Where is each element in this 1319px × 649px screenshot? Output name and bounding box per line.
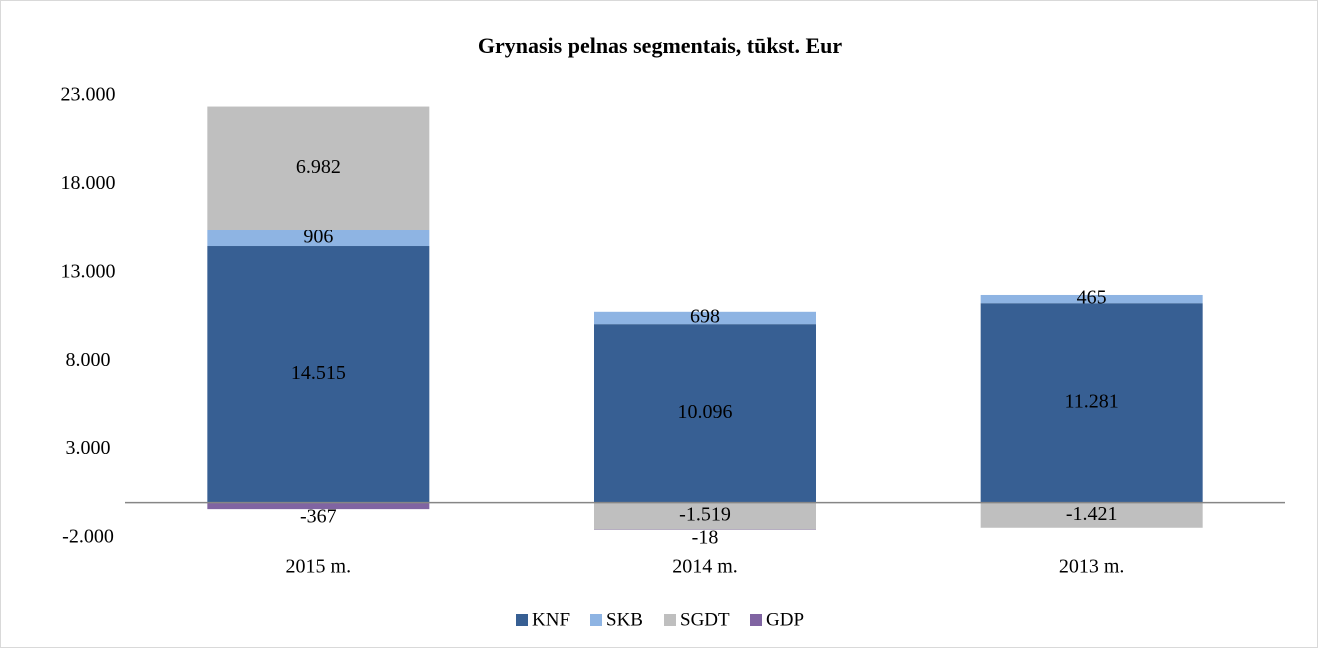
- bar-segment: [980, 502, 1203, 528]
- legend-label: GDP: [766, 609, 804, 630]
- bar-segment: [980, 294, 1203, 304]
- legend-label: KNF: [532, 609, 570, 630]
- y-tick-label: -2.000: [62, 526, 114, 548]
- bar-segment: [594, 324, 816, 503]
- bar-segment: [207, 106, 430, 230]
- data-label: 465: [1077, 287, 1107, 309]
- x-tick-label: 2013 m.: [1059, 556, 1125, 578]
- data-label: 6.982: [296, 156, 341, 178]
- bar-segment: [207, 246, 430, 503]
- bar-segment: [980, 303, 1203, 503]
- data-label: 14.515: [291, 362, 346, 384]
- chart-title: Grynasis pelnas segmentais, tūkst. Eur: [478, 33, 843, 58]
- y-tick-label: 13.000: [61, 260, 116, 282]
- legend-label: SKB: [606, 609, 643, 630]
- data-label: 906: [303, 226, 333, 248]
- data-label: -18: [692, 526, 719, 548]
- bar-segment: [207, 229, 430, 247]
- bar-segment: [594, 502, 816, 530]
- y-tick-label: 18.000: [61, 172, 116, 194]
- bar-segment: [207, 502, 430, 510]
- y-tick-label: 8.000: [66, 349, 111, 371]
- data-label: -1.421: [1066, 503, 1118, 525]
- data-label: -1.519: [679, 504, 731, 526]
- data-label: 11.281: [1065, 391, 1119, 413]
- data-label: 10.096: [678, 401, 733, 423]
- legend-swatch: [750, 614, 762, 626]
- legend-swatch: [516, 614, 528, 626]
- y-tick-label: 3.000: [66, 437, 111, 459]
- legend-swatch: [664, 614, 676, 626]
- data-label: -367: [300, 506, 337, 528]
- legend-label: SGDT: [680, 609, 730, 630]
- data-label: 698: [690, 306, 720, 328]
- legend: KNF SKB SGDT GDP: [516, 609, 804, 630]
- bar-segment: [594, 311, 816, 325]
- y-tick-label: 23.000: [61, 84, 116, 106]
- x-tick-label: 2015 m.: [286, 556, 352, 578]
- legend-swatch: [590, 614, 602, 626]
- x-tick-label: 2014 m.: [672, 556, 738, 578]
